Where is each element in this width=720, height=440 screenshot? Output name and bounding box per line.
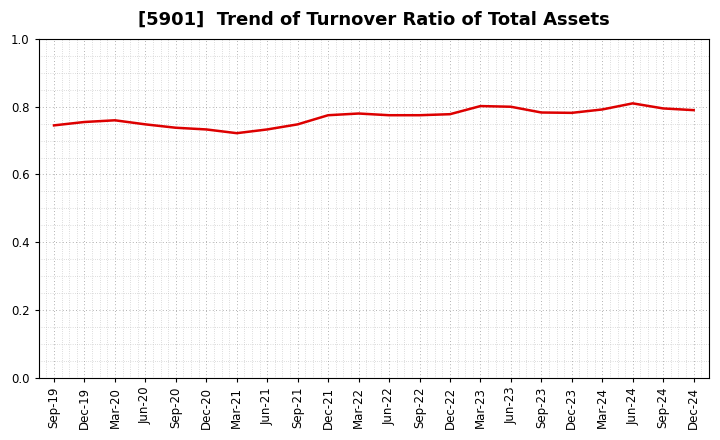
Title: [5901]  Trend of Turnover Ratio of Total Assets: [5901] Trend of Turnover Ratio of Total …	[138, 11, 610, 29]
